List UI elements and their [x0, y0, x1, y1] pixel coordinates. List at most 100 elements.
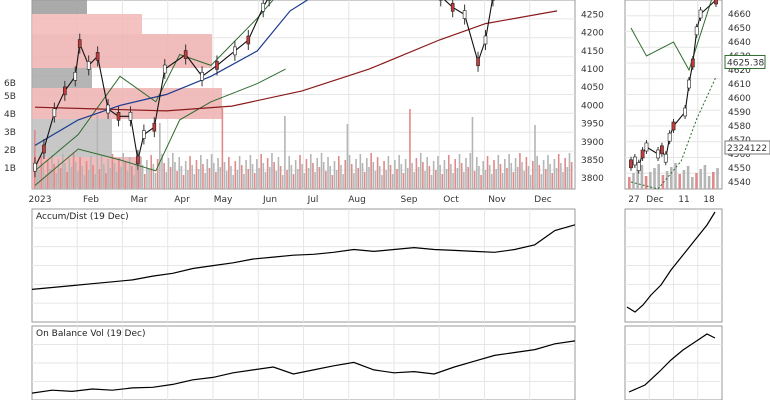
volume-bar	[359, 154, 362, 189]
volume-bar	[74, 162, 77, 189]
volume-bar	[544, 169, 547, 189]
volume-bar	[355, 159, 357, 189]
volume-bar	[363, 172, 366, 189]
volume-bar	[204, 173, 206, 189]
price-candle-body	[215, 61, 219, 70]
volume-bar	[133, 175, 135, 189]
volume-bar	[396, 169, 398, 189]
volume-bar	[281, 175, 284, 189]
inset-x-tick-label: Dec	[646, 195, 663, 205]
volume-bar	[348, 155, 351, 189]
volume-bar	[143, 174, 146, 189]
volume-bar	[49, 169, 51, 189]
volume-bar	[346, 124, 349, 189]
price-candle-body	[200, 72, 204, 81]
volume-bar	[36, 161, 38, 189]
volume-bar	[519, 153, 521, 189]
volume-bar	[249, 155, 252, 189]
volume-bar	[180, 166, 183, 189]
inset-y-tick-label: 4550	[728, 164, 751, 174]
main-x-tick-label: Oct	[443, 195, 459, 205]
inset-bollinger-upper	[630, 0, 713, 72]
inset-y-tick-label: 4660	[728, 10, 751, 20]
volume-bar	[113, 163, 116, 189]
inset-candle-body	[632, 156, 637, 166]
accum-dist-label: Accum/Dist (19 Dec)	[36, 212, 129, 222]
volume-bar	[478, 166, 480, 189]
volume-bar	[409, 109, 411, 189]
volume-bar	[499, 164, 502, 189]
volume-bar	[331, 175, 334, 189]
volume-bar	[510, 163, 513, 189]
volume-bar	[70, 167, 73, 189]
inset-y-tick-label: 4620	[728, 66, 751, 76]
sma200-line	[34, 10, 558, 112]
volume-bar	[154, 173, 157, 189]
volume-bar	[150, 155, 153, 189]
volume-bar	[312, 163, 314, 189]
volume-bar	[484, 170, 487, 189]
main-x-tick-label: Jun	[262, 195, 277, 205]
inset-volume-bar	[665, 171, 669, 189]
volume-bar	[146, 160, 148, 189]
main-x-tick-label: Aug	[348, 195, 366, 205]
volume-bar	[264, 172, 267, 189]
volume-bar	[532, 161, 534, 189]
inset-candle-body	[690, 58, 695, 68]
price-candle-body	[233, 46, 237, 56]
volume-bar	[105, 173, 107, 189]
price-candle-body	[77, 39, 82, 48]
main-x-tick-label: Jul	[307, 195, 319, 205]
volume-bar	[139, 156, 142, 189]
inset-candle-body	[660, 145, 664, 155]
volume-bar	[178, 157, 181, 189]
inset-volume-bar	[644, 176, 648, 189]
volume-bar	[262, 163, 265, 189]
volume-bar	[98, 169, 101, 189]
volume-bar	[525, 157, 528, 189]
volume-bar	[193, 174, 196, 189]
main-y-tick-label: 3900	[581, 138, 604, 148]
volume-bar	[225, 171, 228, 189]
inset-candle-body	[629, 159, 633, 169]
inset-volume-bar	[712, 172, 715, 189]
volume-bar	[236, 170, 239, 189]
volume-bar	[223, 162, 226, 189]
last-price-label: 4625.38	[727, 58, 764, 68]
inset-volume-bar	[699, 169, 702, 189]
inset-volume-bar	[670, 167, 673, 189]
volume-bar	[340, 165, 342, 189]
volume-bar	[294, 160, 297, 189]
volume-bar	[398, 155, 400, 189]
volume-bar	[206, 159, 209, 189]
obv-line	[31, 340, 576, 394]
volume-bar	[342, 174, 344, 189]
price-candle-body	[152, 122, 157, 132]
volume-bar	[325, 171, 327, 189]
volume-bar	[90, 156, 92, 189]
volume-bar	[258, 168, 260, 189]
bollinger-lower-line	[34, 68, 286, 186]
volume-bar	[491, 174, 493, 189]
volume-bar	[413, 172, 416, 189]
volume-bar	[378, 166, 381, 189]
volume-bar	[430, 175, 433, 189]
sma50-line	[34, 0, 309, 146]
volume-bar	[59, 168, 62, 189]
inset-volume-bar	[691, 177, 694, 189]
volume-bar	[389, 165, 392, 189]
inset-volume-bar	[682, 170, 686, 189]
volume-bar	[215, 172, 217, 189]
volume-bar	[542, 160, 545, 189]
volume-bar	[368, 167, 370, 189]
volume-bar	[169, 167, 172, 189]
volume-bar	[564, 158, 566, 189]
volume-bar	[460, 163, 463, 189]
volume-bar	[551, 173, 554, 189]
last-price-label-box	[724, 54, 766, 69]
volume-bar	[126, 171, 129, 189]
volume-bar	[469, 153, 472, 189]
volume-bar	[79, 157, 81, 189]
volume-bar	[553, 159, 556, 189]
